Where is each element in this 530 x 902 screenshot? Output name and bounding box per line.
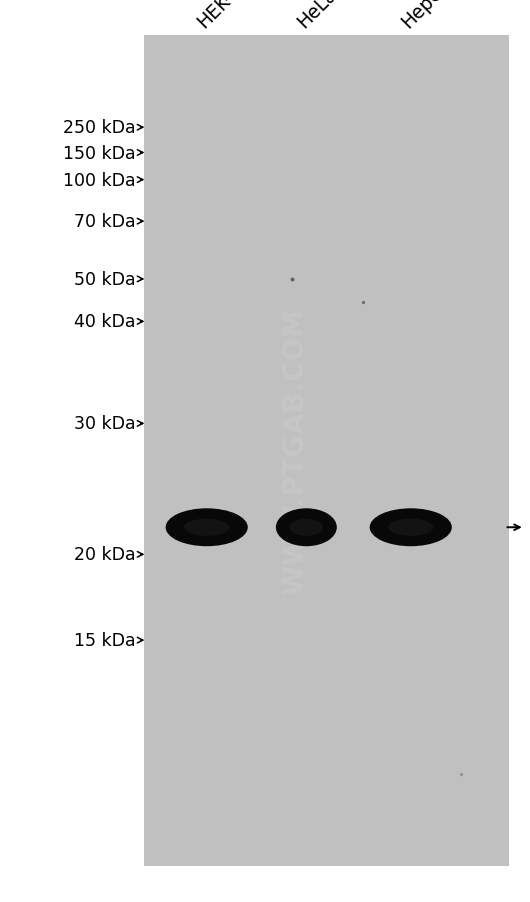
Bar [144, 64, 509, 78]
Bar [144, 713, 509, 728]
Bar [144, 672, 509, 686]
Bar [144, 451, 509, 465]
Bar [144, 575, 509, 589]
Ellipse shape [388, 520, 434, 536]
Bar [144, 423, 509, 437]
Bar [144, 465, 509, 479]
Bar [144, 630, 509, 645]
Text: 30 kDa: 30 kDa [74, 415, 135, 433]
Bar [144, 548, 509, 562]
Bar [144, 119, 509, 133]
Bar [144, 603, 509, 617]
Text: 100 kDa: 100 kDa [63, 171, 135, 189]
Bar [144, 645, 509, 658]
Bar [144, 313, 509, 327]
Bar [144, 257, 509, 272]
Bar [144, 244, 509, 257]
Bar [144, 368, 509, 382]
Bar [144, 520, 509, 534]
Bar [144, 327, 509, 340]
Bar [144, 36, 509, 866]
Bar [144, 36, 509, 50]
Bar [144, 189, 509, 202]
Bar [144, 410, 509, 423]
Bar [144, 78, 509, 91]
Bar [144, 589, 509, 603]
Bar [144, 700, 509, 713]
Text: 20 kDa: 20 kDa [74, 546, 135, 564]
Bar [144, 299, 509, 313]
Bar [144, 133, 509, 147]
Text: WWW.PTGAB.COM: WWW.PTGAB.COM [281, 308, 308, 594]
Text: 15 kDa: 15 kDa [74, 631, 135, 649]
Text: 50 kDa: 50 kDa [74, 271, 135, 289]
Bar [144, 796, 509, 811]
Bar [144, 686, 509, 700]
Bar [144, 396, 509, 410]
Bar [144, 285, 509, 299]
Bar [144, 741, 509, 755]
Text: 150 kDa: 150 kDa [63, 144, 135, 162]
Bar [144, 824, 509, 838]
Bar [144, 838, 509, 852]
Ellipse shape [165, 509, 248, 547]
Bar [144, 340, 509, 354]
Ellipse shape [276, 509, 337, 547]
Bar [144, 91, 509, 106]
Bar [144, 617, 509, 630]
Bar [144, 202, 509, 216]
Bar [144, 769, 509, 783]
Bar [144, 174, 509, 189]
Bar [144, 562, 509, 575]
Bar [144, 50, 509, 64]
Bar [144, 783, 509, 796]
Bar [144, 147, 509, 161]
Bar [144, 479, 509, 492]
Text: HeLa: HeLa [294, 0, 341, 32]
Text: HEK-293: HEK-293 [193, 0, 262, 32]
Text: 250 kDa: 250 kDa [63, 119, 135, 137]
Bar [144, 437, 509, 451]
Bar [144, 506, 509, 520]
Bar [144, 216, 509, 230]
Bar [144, 230, 509, 244]
Text: HepG2: HepG2 [398, 0, 456, 32]
Ellipse shape [289, 520, 323, 536]
Bar [144, 106, 509, 119]
Bar [144, 728, 509, 741]
Bar [144, 382, 509, 396]
Text: 70 kDa: 70 kDa [74, 213, 135, 231]
Bar [144, 658, 509, 672]
Bar [144, 272, 509, 285]
Bar [144, 755, 509, 769]
Ellipse shape [370, 509, 452, 547]
Text: 40 kDa: 40 kDa [74, 313, 135, 331]
Bar [144, 852, 509, 866]
Ellipse shape [184, 520, 229, 536]
Bar [144, 354, 509, 368]
Bar [144, 492, 509, 506]
Bar [144, 161, 509, 174]
Bar [144, 811, 509, 824]
Bar [144, 534, 509, 548]
